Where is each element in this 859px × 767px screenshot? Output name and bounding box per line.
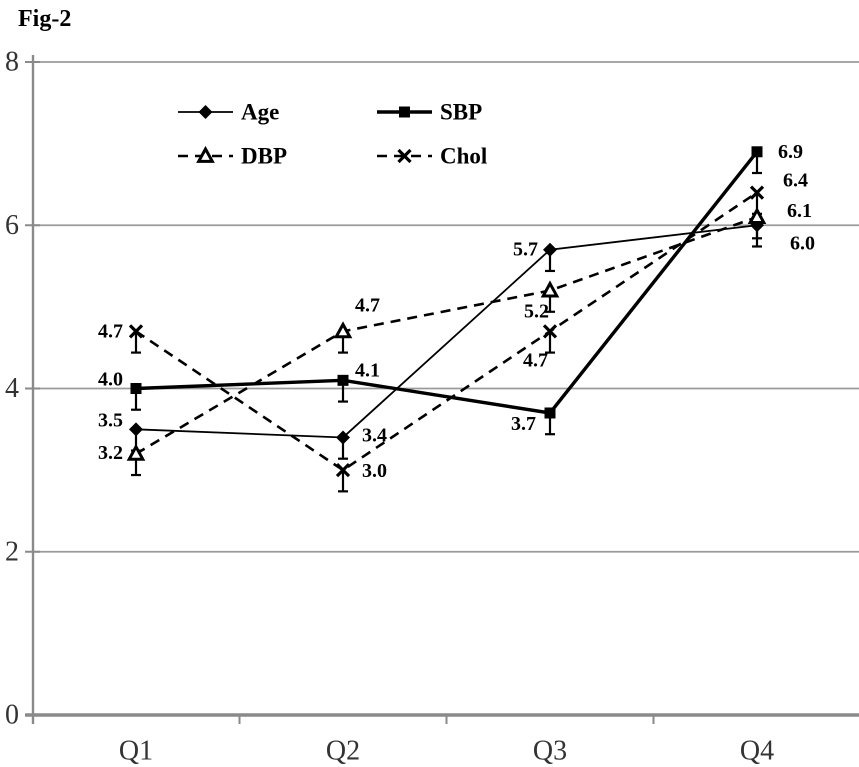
data-label: 3.0 (362, 460, 387, 482)
data-label: 4.0 (98, 369, 123, 391)
data-label: 5.7 (513, 239, 538, 261)
series-age-diamond-marker (129, 422, 143, 437)
y-tick-label: 2 (5, 536, 19, 567)
data-label: 4.7 (355, 294, 380, 316)
data-label: 5.2 (524, 301, 549, 323)
data-label: 3.2 (98, 442, 123, 464)
series-dbp-triangle-marker (333, 321, 353, 339)
series-age-diamond-marker (543, 242, 557, 257)
data-label: 4.1 (355, 359, 380, 381)
data-label: 6.9 (778, 141, 803, 163)
legend-label-sbp: SBP (440, 100, 482, 125)
y-tick-label: 6 (5, 210, 19, 241)
legend-label-dbp: DBP (241, 144, 287, 169)
data-label: 4.7 (523, 349, 548, 371)
data-label: 3.7 (511, 413, 536, 435)
data-label: 4.7 (98, 320, 123, 342)
series-dbp-triangle-marker (126, 443, 146, 461)
legend-age-diamond-marker (198, 105, 213, 119)
legend-sbp-square-marker (399, 106, 410, 118)
data-label: 3.5 (98, 409, 123, 431)
series-line-sbp (135, 150, 759, 415)
data-label: 6.0 (790, 232, 815, 254)
x-tick-label: Q2 (326, 736, 360, 767)
series-sbp-square-marker (130, 383, 142, 394)
legend-label-chol: Chol (440, 144, 487, 169)
legend-chol-x-marker (397, 148, 412, 164)
series-chol-x-marker (335, 462, 351, 478)
series-dbp-triangle-marker (747, 206, 767, 224)
series-dbp-triangle-marker (540, 280, 560, 298)
data-label: 6.1 (787, 200, 812, 222)
series-line-chol (135, 191, 758, 472)
series-chol-x-marker (749, 185, 765, 200)
x-tick-label: Q3 (533, 736, 567, 767)
x-tick-label: Q4 (740, 736, 774, 767)
series-chol-x-marker (542, 324, 558, 339)
figure-label: Fig-2 (18, 6, 72, 32)
series-sbp-square-marker (337, 374, 349, 386)
legend-dbp-triangle-marker (196, 145, 215, 163)
series-sbp-square-marker (544, 407, 556, 419)
series-age-diamond-marker (336, 430, 350, 445)
y-tick-label: 0 (5, 700, 19, 731)
y-tick-label: 8 (5, 47, 19, 78)
data-label: 3.4 (362, 424, 387, 446)
x-tick-label: Q1 (119, 736, 153, 767)
series-sbp-square-marker (751, 146, 763, 158)
y-tick-label: 4 (5, 373, 19, 404)
data-label: 6.4 (783, 170, 808, 192)
series-chol-x-marker (128, 324, 144, 339)
series-line-age (135, 224, 758, 439)
series-line-dbp (135, 215, 758, 455)
legend-label-age: Age (241, 100, 279, 125)
